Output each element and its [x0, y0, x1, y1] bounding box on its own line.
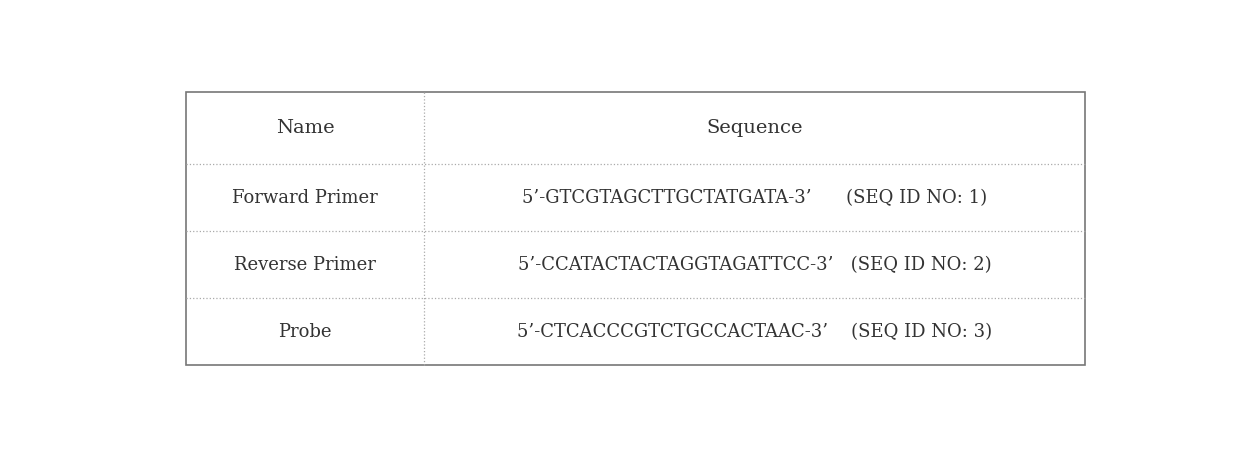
Text: Probe: Probe — [278, 323, 331, 341]
Text: Forward Primer: Forward Primer — [232, 189, 378, 207]
Text: Sequence: Sequence — [707, 119, 804, 137]
Text: 5’-CCATACTACTAGGTAGATTCC-3’   (SEQ ID NO: 2): 5’-CCATACTACTAGGTAGATTCC-3’ (SEQ ID NO: … — [518, 256, 992, 274]
Text: Name: Name — [275, 119, 335, 137]
Text: 5’-CTCACCCGTCTGCCACTAAC-3’    (SEQ ID NO: 3): 5’-CTCACCCGTCTGCCACTAAC-3’ (SEQ ID NO: 3… — [517, 323, 992, 341]
Text: Reverse Primer: Reverse Primer — [234, 256, 376, 274]
Text: 5’-GTCGTAGCTTGCTATGATA-3’      (SEQ ID NO: 1): 5’-GTCGTAGCTTGCTATGATA-3’ (SEQ ID NO: 1) — [522, 189, 987, 207]
